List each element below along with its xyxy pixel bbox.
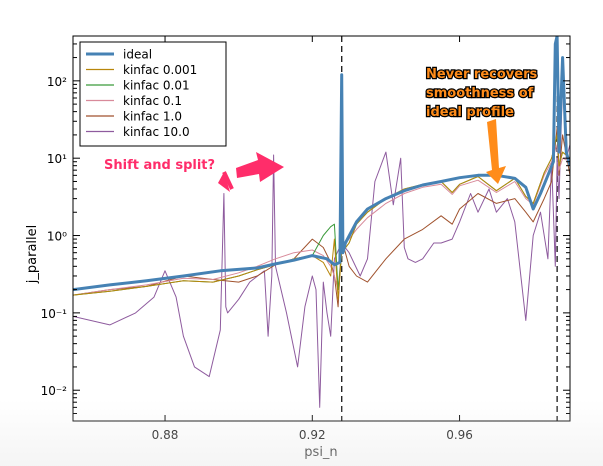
y-tick-label-0: 10⁻² — [41, 384, 68, 398]
y-axis-label: j_parallel — [25, 225, 40, 284]
arrow-shift-right — [236, 152, 284, 182]
arrow-never-recovers — [486, 119, 506, 184]
legend-label-4: kinfac 1.0 — [123, 110, 182, 124]
y-tick-label-3: 10¹ — [47, 152, 67, 166]
arrow-shift-left — [218, 172, 230, 192]
arrow-shift-left-shaft — [222, 171, 234, 190]
x-tick-label-0: 0.88 — [152, 428, 179, 442]
legend-label-3: kinfac 0.1 — [123, 94, 182, 108]
annotation-shift-split: Shift and split? — [104, 158, 215, 173]
y-tick-label-4: 10² — [47, 75, 67, 89]
series-line-5 — [73, 80, 570, 408]
series-line-4 — [73, 126, 570, 308]
series-line-1 — [73, 134, 570, 300]
annotation-never-line-3: ideal profile — [426, 105, 514, 120]
series-line-0 — [73, 36, 570, 292]
legend-label-0: ideal — [123, 48, 152, 62]
legend-label-1: kinfac 0.001 — [123, 63, 197, 77]
x-axis-label: psi_n — [304, 445, 337, 460]
annotations: Shift and split? Never recovers smoothne… — [103, 66, 539, 192]
series-lines — [73, 36, 570, 408]
y-tick-label-2: 10⁰ — [47, 230, 67, 244]
legend-box — [79, 41, 227, 147]
annotation-never-line-1: Never recovers — [426, 67, 537, 82]
x-tick-label-2: 0.96 — [446, 428, 473, 442]
annotation-never-recovers: Never recovers smoothness of ideal profi… — [425, 66, 539, 122]
legend-label-5: kinfac 10.0 — [123, 125, 190, 139]
annotation-never-line-2: smoothness of — [426, 86, 534, 101]
legend-label-2: kinfac 0.01 — [123, 79, 190, 93]
y-tick-label-1: 10⁻¹ — [41, 307, 68, 321]
x-tick-label-1: 0.92 — [299, 428, 326, 442]
